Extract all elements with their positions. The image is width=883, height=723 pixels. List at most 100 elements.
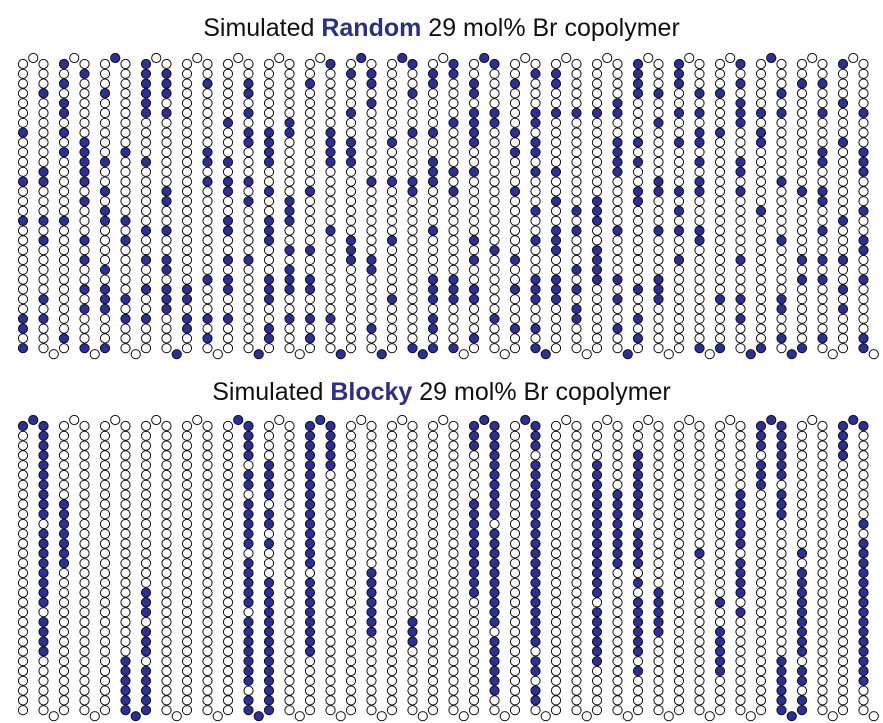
monomer bbox=[99, 186, 111, 197]
monomer bbox=[427, 489, 439, 500]
monomer bbox=[17, 538, 29, 549]
monomer bbox=[140, 107, 152, 119]
monomer bbox=[837, 127, 849, 138]
monomer bbox=[263, 430, 275, 441]
monomer bbox=[79, 420, 90, 432]
monomer bbox=[571, 205, 582, 217]
monomer bbox=[181, 137, 193, 148]
monomer bbox=[99, 548, 111, 559]
monomer bbox=[243, 665, 254, 677]
monomer bbox=[530, 705, 541, 716]
monomer bbox=[632, 626, 644, 637]
monomer bbox=[304, 68, 316, 79]
monomer bbox=[304, 656, 316, 667]
monomer bbox=[345, 78, 357, 89]
monomer bbox=[673, 558, 685, 569]
monomer bbox=[99, 665, 111, 677]
monomer bbox=[181, 127, 193, 138]
monomer bbox=[837, 499, 849, 510]
monomer bbox=[468, 548, 480, 559]
monomer bbox=[817, 509, 828, 520]
monomer bbox=[284, 333, 295, 344]
monomer bbox=[468, 254, 480, 266]
monomer bbox=[161, 489, 172, 500]
monomer bbox=[745, 711, 756, 722]
monomer bbox=[202, 78, 213, 89]
monomer bbox=[632, 646, 644, 657]
monomer bbox=[468, 558, 480, 569]
monomer bbox=[673, 117, 685, 128]
monomer bbox=[263, 538, 275, 549]
monomer bbox=[489, 656, 500, 667]
monomer bbox=[509, 695, 521, 706]
monomer bbox=[509, 78, 521, 89]
monomer bbox=[653, 88, 664, 99]
monomer bbox=[776, 479, 787, 490]
monomer bbox=[120, 567, 131, 579]
monomer bbox=[530, 245, 541, 256]
monomer bbox=[181, 440, 193, 451]
monomer bbox=[694, 137, 705, 148]
monomer bbox=[632, 107, 644, 119]
monomer bbox=[140, 245, 152, 256]
monomer bbox=[366, 294, 377, 305]
monomer bbox=[571, 186, 582, 197]
monomer bbox=[386, 88, 398, 99]
monomer bbox=[684, 414, 695, 426]
monomer bbox=[571, 215, 582, 226]
monomer bbox=[858, 509, 869, 520]
monomer bbox=[140, 166, 152, 177]
monomer bbox=[673, 636, 685, 647]
monomer bbox=[776, 548, 787, 559]
monomer bbox=[345, 646, 357, 657]
monomer bbox=[632, 343, 644, 354]
monomer bbox=[530, 665, 541, 677]
monomer bbox=[776, 107, 787, 119]
monomer bbox=[79, 616, 90, 628]
monomer bbox=[243, 225, 254, 236]
monomer bbox=[345, 469, 357, 481]
monomer bbox=[120, 626, 131, 637]
monomer bbox=[858, 430, 869, 441]
monomer bbox=[38, 245, 49, 256]
monomer bbox=[407, 450, 418, 461]
monomer bbox=[612, 176, 623, 187]
monomer bbox=[325, 225, 336, 236]
monomer bbox=[345, 225, 357, 236]
monomer bbox=[140, 254, 152, 266]
monomer bbox=[274, 52, 285, 64]
monomer bbox=[38, 147, 49, 158]
monomer bbox=[673, 479, 685, 490]
monomer bbox=[407, 695, 418, 706]
monomer bbox=[58, 646, 70, 657]
monomer bbox=[489, 58, 500, 70]
monomer bbox=[325, 528, 336, 539]
monomer bbox=[38, 626, 49, 637]
monomer bbox=[99, 558, 111, 569]
monomer bbox=[222, 695, 234, 706]
monomer bbox=[817, 636, 828, 647]
monomer bbox=[755, 303, 767, 315]
monomer bbox=[448, 284, 459, 295]
monomer bbox=[489, 303, 500, 315]
monomer bbox=[345, 705, 357, 716]
monomer bbox=[468, 567, 480, 579]
monomer bbox=[571, 558, 582, 569]
monomer bbox=[735, 215, 746, 226]
monomer bbox=[99, 518, 111, 530]
monomer bbox=[140, 646, 152, 657]
monomer bbox=[161, 127, 172, 138]
monomer bbox=[161, 88, 172, 99]
monomer bbox=[653, 313, 664, 324]
monomer bbox=[263, 616, 275, 628]
monomer bbox=[140, 460, 152, 471]
monomer bbox=[571, 685, 582, 696]
monomer bbox=[58, 225, 70, 236]
monomer bbox=[735, 450, 746, 461]
monomer bbox=[99, 499, 111, 510]
monomer bbox=[550, 333, 562, 344]
monomer bbox=[345, 479, 357, 490]
monomer bbox=[817, 78, 828, 89]
monomer bbox=[694, 675, 705, 686]
monomer bbox=[714, 196, 726, 207]
